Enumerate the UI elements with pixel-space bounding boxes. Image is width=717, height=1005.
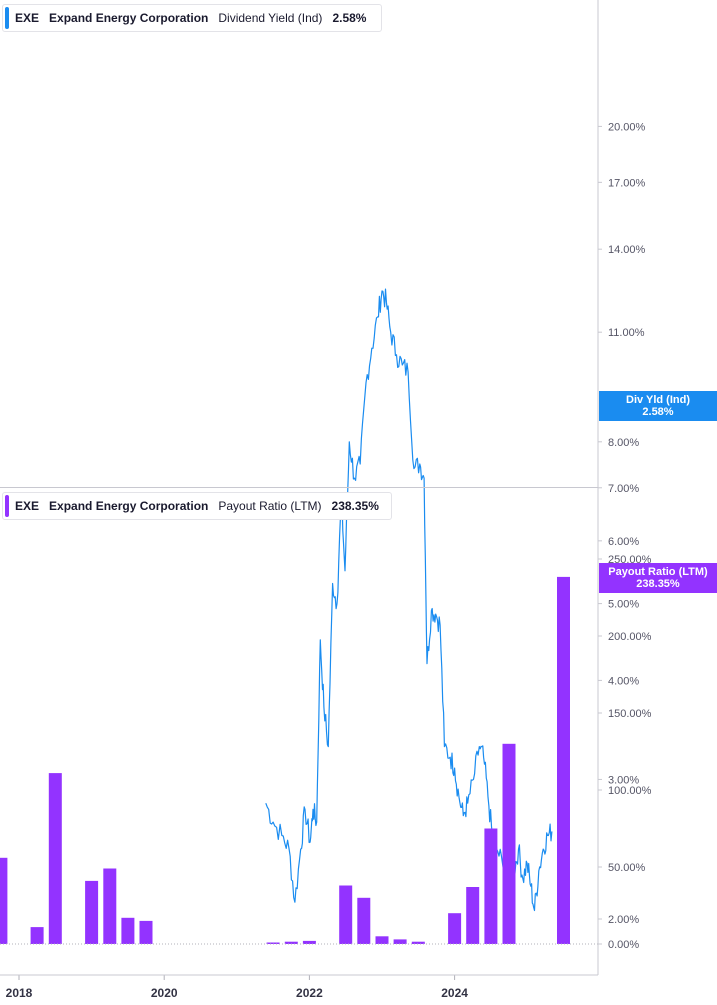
payout-bar bbox=[302, 940, 316, 944]
payout-bar bbox=[48, 773, 62, 944]
payout-bar bbox=[448, 913, 462, 944]
yield-y-tick-label: 3.00% bbox=[608, 774, 639, 786]
yield-callout-label: Div Yld (Ind) bbox=[626, 394, 690, 406]
dividend-yield-chart: 20.00% 17.00% 14.00% 11.00% 8.00% 7.00% 6.00% 5… bbox=[265, 121, 646, 926]
yield-y-tick-label: 11.00% bbox=[608, 327, 645, 339]
yield-y-tick-label: 6.00% bbox=[608, 536, 639, 548]
payout-y-tick-label: 200.00% bbox=[608, 631, 652, 643]
payout-callout-label: Payout Ratio (LTM) bbox=[608, 566, 708, 578]
legend-ticker: EXE bbox=[15, 11, 40, 25]
payout-ratio-chart: 250.00%200.00%150.00%100.00%50.00%0.00%2… bbox=[0, 554, 652, 1000]
payout-bar bbox=[375, 936, 389, 944]
legend-metric: Dividend Yield (Ind) bbox=[218, 11, 323, 25]
x-tick-label: 2020 bbox=[151, 986, 178, 1000]
chart-frame bbox=[0, 0, 599, 976]
x-tick-label: 2022 bbox=[296, 986, 323, 1000]
payout-bar bbox=[121, 917, 135, 944]
payout-bar bbox=[266, 942, 280, 944]
payout-y-tick-label: 150.00% bbox=[608, 708, 652, 720]
payout-bar bbox=[411, 941, 425, 944]
yield-swatch bbox=[5, 7, 9, 29]
legend-company: Expand Energy Corporation bbox=[49, 499, 209, 513]
legend-value: 2.58% bbox=[332, 11, 367, 25]
payout-callout: Payout Ratio (LTM) 238.35% bbox=[599, 563, 717, 593]
yield-y-tick-label: 20.00% bbox=[608, 121, 646, 133]
payout-bar bbox=[502, 743, 516, 944]
payout-callout-value: 238.35% bbox=[636, 578, 680, 590]
yield-y-tick-label: 17.00% bbox=[608, 177, 646, 189]
payout-y-tick-label: 0.00% bbox=[608, 939, 639, 951]
yield-callout: Div Yld (Ind) 2.58% bbox=[599, 391, 717, 421]
x-tick-label: 2018 bbox=[6, 986, 33, 1000]
payout-y-tick-label: 50.00% bbox=[608, 862, 646, 874]
payout-swatch bbox=[5, 495, 9, 517]
payout-bar bbox=[85, 880, 99, 944]
payout-bar bbox=[103, 868, 117, 944]
yield-y-tick-label: 2.00% bbox=[608, 914, 639, 926]
payout-bar bbox=[139, 920, 153, 944]
payout-bar bbox=[0, 857, 8, 944]
payout-bar bbox=[393, 939, 407, 944]
payout-legend: EXE Expand Energy Corporation Payout Rat… bbox=[2, 492, 392, 520]
payout-bar bbox=[484, 828, 498, 944]
yield-y-tick-label: 5.00% bbox=[608, 599, 639, 611]
legend-company: Expand Energy Corporation bbox=[49, 11, 209, 25]
legend-value: 238.35% bbox=[331, 499, 379, 513]
yield-y-tick-label: 14.00% bbox=[608, 244, 646, 256]
yield-y-tick-label: 8.00% bbox=[608, 437, 639, 449]
yield-y-tick-label: 7.00% bbox=[608, 483, 639, 495]
payout-bar bbox=[339, 885, 353, 944]
yield-y-tick-label: 4.00% bbox=[608, 675, 639, 687]
yield-callout-value: 2.58% bbox=[642, 406, 674, 418]
payout-bar bbox=[30, 927, 44, 944]
x-tick-label: 2024 bbox=[441, 986, 468, 1000]
legend-ticker: EXE bbox=[15, 499, 40, 513]
payout-bar bbox=[466, 887, 480, 944]
payout-bar bbox=[284, 941, 298, 944]
payout-bar bbox=[557, 576, 570, 944]
legend-metric: Payout Ratio (LTM) bbox=[218, 499, 322, 513]
yield-legend: EXE Expand Energy Corporation Dividend Y… bbox=[2, 4, 382, 32]
payout-bar bbox=[357, 897, 371, 944]
payout-y-tick-label: 100.00% bbox=[608, 785, 652, 797]
